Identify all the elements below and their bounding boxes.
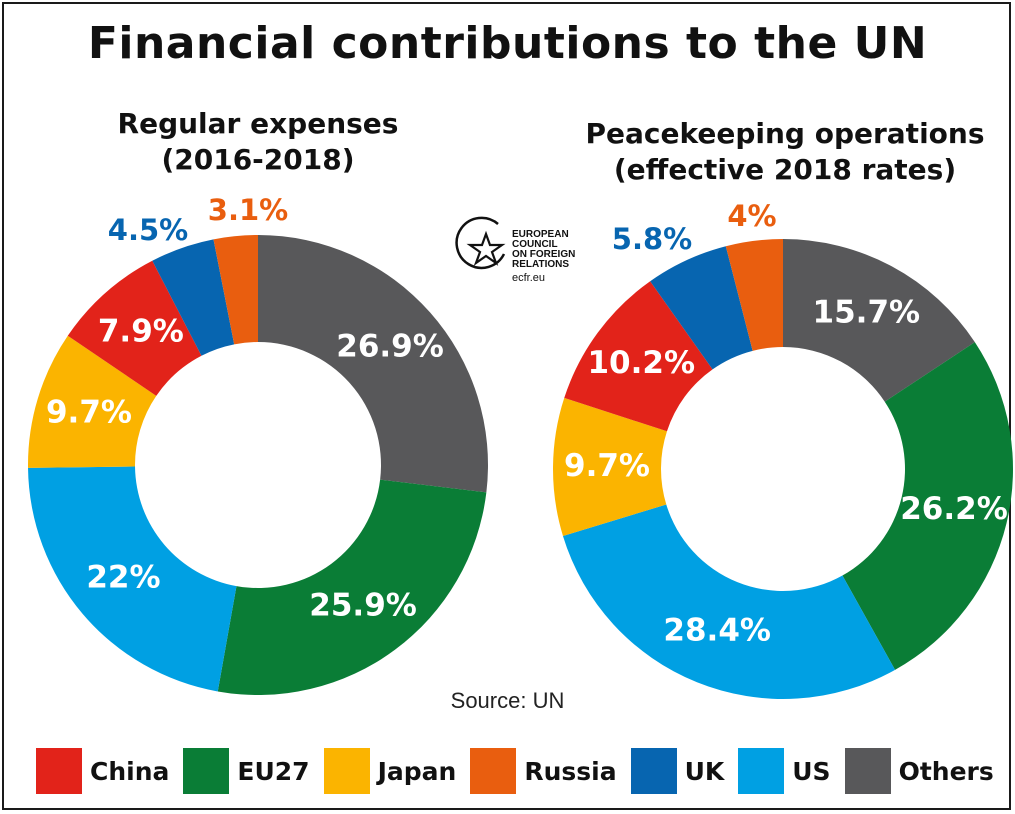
legend-swatch-us: [738, 748, 785, 794]
legend-swatch-uk: [630, 748, 677, 794]
legend-label-others: Others: [898, 756, 994, 786]
legend-swatch-russia: [470, 748, 517, 794]
legend-item-us: US: [738, 748, 831, 794]
chart-2-slice-us: [562, 504, 896, 699]
chart-1-slice-us: [28, 466, 237, 692]
chart-1-label-eu27: 25.9%: [309, 587, 417, 623]
legend-label-us: US: [792, 756, 831, 786]
chart-1-slice-russia: [213, 235, 258, 345]
logo-line-3: ON FOREIGN: [512, 249, 576, 260]
chart-1-label-uk: 4.5%: [108, 213, 188, 247]
logo-line-2: COUNCIL: [512, 239, 558, 250]
legend-label-uk: UK: [684, 756, 725, 786]
legend-item-china: China: [36, 748, 169, 794]
legend-swatch-japan: [323, 748, 370, 794]
chart-2-label-eu27: 26.2%: [900, 491, 1008, 527]
legend-label-russia: Russia: [524, 756, 617, 786]
source-note: Source: UN: [450, 688, 565, 713]
chart-2-label-japan: 9.7%: [564, 448, 650, 484]
legend-item-japan: Japan: [323, 748, 457, 794]
chart-1-subtitle-line-1: Regular expenses: [117, 107, 399, 140]
chart-2-label-russia: 4%: [727, 199, 776, 233]
legend: China EU27 Japan Russia UK US Others: [36, 748, 994, 794]
chart-2-label-us: 28.4%: [663, 613, 771, 649]
chart-2-slice-russia: [725, 239, 783, 351]
ecfr-logo: EUROPEAN COUNCIL ON FOREIGN RELATIONS ec…: [452, 214, 582, 314]
chart-title: Financial contributions to the UN: [87, 18, 928, 69]
chart-2-label-uk: 5.8%: [612, 222, 692, 256]
chart-2-slice-japan: [553, 397, 667, 536]
legend-label-japan: Japan: [377, 756, 457, 786]
chart-2-subtitle-line-2: (effective 2018 rates): [613, 153, 957, 186]
chart-2-label-others: 15.7%: [813, 294, 921, 330]
chart-1-label-us: 22%: [86, 560, 160, 596]
chart-1-subtitle-line-2: (2016-2018): [161, 143, 355, 176]
chart-1-label-russia: 3.1%: [208, 193, 288, 227]
logo-line-1: EUROPEAN: [512, 229, 569, 240]
chart-1-slice-japan: [28, 335, 157, 468]
chart-1-slice-china: [67, 260, 202, 396]
legend-label-eu27: EU27: [237, 756, 310, 786]
logo-line-4: RELATIONS: [512, 259, 570, 270]
chart-1-subtitle: Regular expenses (2016-2018): [68, 106, 448, 178]
legend-item-uk: UK: [630, 748, 725, 794]
chart-2-slice-china: [564, 281, 713, 432]
chart-2-subtitle-line-1: Peacekeeping operations: [585, 117, 985, 150]
legend-swatch-others: [844, 748, 891, 794]
logo-text: EUROPEAN COUNCIL ON FOREIGN RELATIONS: [512, 230, 575, 270]
chart-1-slice-uk: [152, 239, 235, 356]
chart-2-label-china: 10.2%: [587, 345, 695, 381]
legend-swatch-eu27: [183, 748, 230, 794]
chart-1-label-china: 7.9%: [98, 313, 184, 349]
chart-1-slice-others: [258, 235, 488, 493]
chart-2-subtitle: Peacekeeping operations (effective 2018 …: [560, 116, 1010, 188]
chart-2-slice-eu27: [842, 342, 1013, 670]
legend-item-eu27: EU27: [183, 748, 310, 794]
chart-1-label-japan: 9.7%: [46, 395, 132, 431]
chart-1-label-others: 26.9%: [336, 328, 444, 364]
chart-2-slice-uk: [650, 246, 753, 370]
chart-1-slice-eu27: [217, 479, 487, 695]
legend-item-others: Others: [844, 748, 994, 794]
chart-2-slice-others: [783, 239, 975, 402]
legend-item-russia: Russia: [470, 748, 617, 794]
legend-label-china: China: [90, 756, 170, 786]
logo-url: ecfr.eu: [512, 272, 546, 284]
star-circle-icon: [455, 216, 506, 270]
legend-swatch-china: [36, 748, 82, 794]
